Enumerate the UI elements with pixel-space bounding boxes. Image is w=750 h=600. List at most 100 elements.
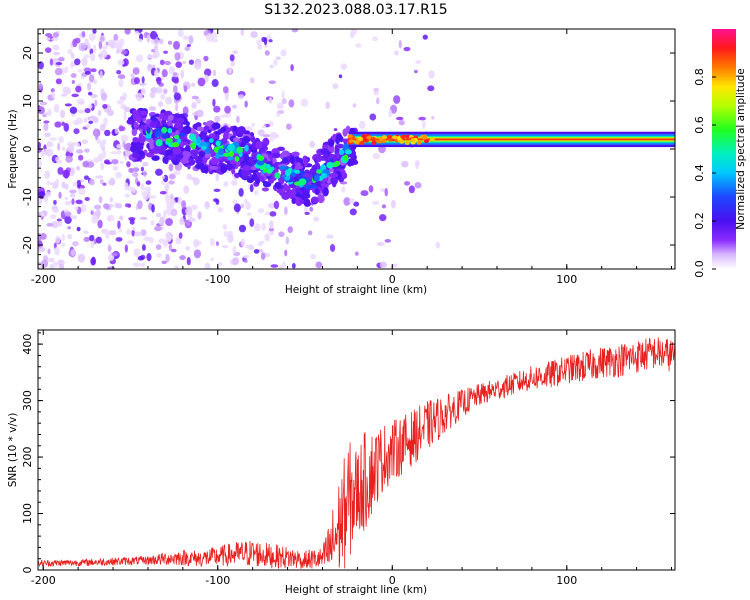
spectrogram-cell — [138, 132, 144, 141]
spectrogram-cell — [173, 147, 182, 155]
spectrogram-cell — [223, 181, 229, 188]
spectrogram-cell — [185, 207, 193, 216]
spectrogram-cell — [83, 230, 89, 234]
spectrogram-cell — [431, 115, 435, 120]
spectrogram-cell — [71, 93, 79, 98]
spectrogram-cell — [259, 175, 265, 182]
spectrogram-cell — [263, 37, 268, 46]
spectrogram-y-tick-label: 20 — [21, 46, 34, 60]
spectrogram-cell — [92, 79, 98, 84]
spectrogram-cell — [113, 33, 119, 42]
spectrogram-cell — [81, 30, 86, 38]
spectrogram-cell — [88, 120, 94, 125]
spectrogram-cell — [349, 208, 357, 216]
spectrogram-cell — [163, 88, 168, 95]
spectrogram-cell — [161, 115, 169, 121]
spectrogram-cell — [67, 48, 73, 55]
figure-title: S132.2023.088.03.17.R15 — [264, 2, 447, 18]
spectrogram-cell — [244, 202, 252, 210]
spectrogram-cell — [141, 190, 148, 197]
spectrogram-cell — [329, 244, 336, 252]
spectrogram-cell — [349, 198, 355, 205]
spectrogram-cell — [262, 134, 271, 138]
spectrogram-cell — [303, 158, 309, 167]
spectrogram-cell — [290, 172, 297, 178]
spectrogram-cell — [38, 141, 41, 149]
spectrogram-cell — [379, 214, 387, 222]
spectrogram-cell — [38, 200, 42, 206]
spectrogram-cell — [343, 197, 351, 206]
spectrogram-cell — [181, 200, 187, 209]
spectrogram-cell — [204, 200, 210, 207]
spectrogram-cell — [179, 217, 185, 226]
spectrogram-cell — [84, 148, 90, 153]
spectrogram-cell — [116, 149, 122, 155]
spectrogram-cell — [83, 175, 90, 180]
spectrogram-cell — [313, 174, 320, 182]
spectrogram-cell — [223, 152, 230, 157]
spectrogram-cell — [427, 85, 435, 92]
spectrogram-cell — [240, 142, 246, 147]
spectrogram-cell — [84, 196, 90, 201]
spectrogram-cell — [56, 218, 63, 222]
spectrogram-cell — [191, 95, 199, 100]
spectrogram-cell — [338, 74, 343, 79]
spectrogram-cell — [64, 196, 68, 201]
spectrogram-cell — [92, 44, 97, 54]
spectrogram-cell — [163, 210, 167, 219]
spectrogram-cell — [149, 120, 158, 128]
spectrogram-cell — [303, 193, 308, 202]
colorbar-tick-label: 0.8 — [693, 68, 706, 86]
spectrogram-cell — [64, 215, 72, 225]
spectrogram-cell — [415, 160, 420, 167]
spectrogram-cell — [211, 79, 219, 88]
spectrogram-cell — [155, 244, 162, 250]
spectrogram-cell — [215, 241, 219, 246]
spectrogram-cell — [232, 199, 238, 205]
spectrogram-cell — [320, 172, 328, 179]
spectrogram-cell — [154, 225, 162, 232]
spectrogram-cell — [264, 50, 270, 56]
spectrogram-cell — [268, 97, 273, 104]
spectrogram-cell — [95, 209, 101, 217]
spectrogram-cell — [46, 222, 54, 227]
spectrogram-cell — [165, 217, 173, 227]
spectrogram-cell — [140, 166, 145, 172]
spectrogram-cell — [102, 182, 107, 186]
spectrogram-cell — [71, 198, 75, 205]
spectrogram-y-tick-label: 0 — [21, 146, 34, 153]
spectrogram-cell — [150, 30, 158, 40]
spectrogram-cell — [215, 198, 220, 205]
spectrogram-cell — [76, 142, 80, 147]
spectrogram-cell — [287, 226, 293, 234]
spectrogram-cell — [124, 193, 130, 198]
spectrogram-cell — [116, 69, 122, 75]
spectrogram-cell — [70, 249, 76, 256]
spectrogram-cell — [75, 149, 84, 154]
spectrogram-cell — [130, 145, 137, 153]
spectrogram-cell — [175, 153, 184, 158]
spectrogram-cell — [78, 42, 87, 52]
spectrogram-cell — [169, 194, 174, 201]
spectrogram-cell — [295, 192, 301, 198]
spectrogram-cell — [43, 194, 49, 203]
spectrogram-x-tick-label: 0 — [389, 273, 396, 286]
spectrogram-cell — [151, 155, 160, 161]
spectrogram-cell — [240, 238, 246, 247]
spectrogram-cell — [123, 143, 132, 151]
spectrogram-cell — [186, 173, 192, 180]
spectrogram-cell — [357, 136, 363, 141]
spectrogram-cell — [140, 229, 147, 237]
spectrogram-cell — [279, 165, 286, 170]
spectrogram-cell — [274, 182, 282, 189]
spectrogram-cell — [46, 141, 54, 148]
spectrogram-cell — [38, 246, 46, 253]
spectrogram-cell — [113, 39, 121, 49]
spectrogram-cell — [131, 229, 135, 237]
spectrogram-cell — [107, 266, 116, 269]
spectrogram-cell — [281, 98, 287, 105]
spectrogram-cell — [107, 244, 111, 253]
spectrogram-cell — [138, 38, 143, 43]
spectrogram-cell — [119, 215, 124, 221]
spectrogram-cell — [185, 220, 191, 227]
